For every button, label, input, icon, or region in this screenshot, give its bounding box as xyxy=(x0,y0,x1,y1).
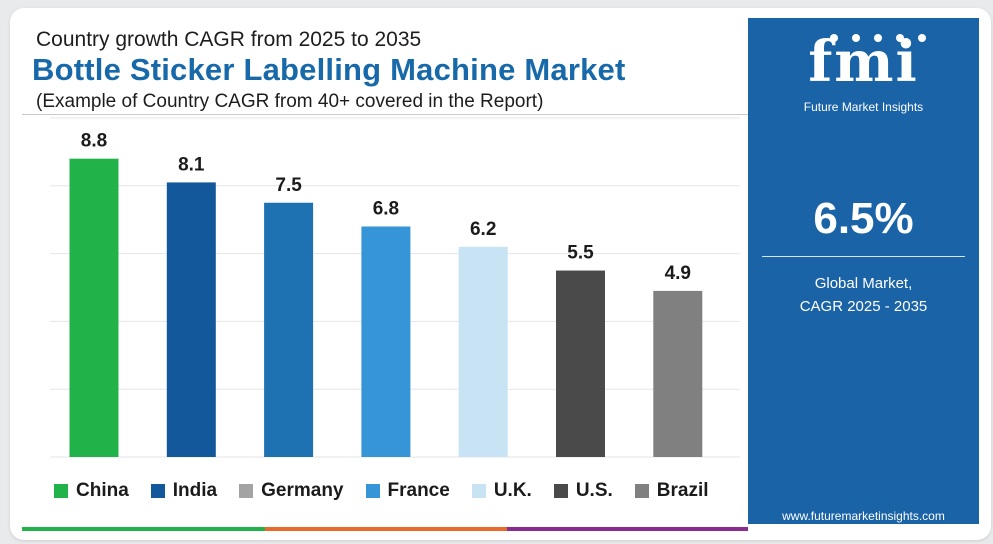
legend-label: France xyxy=(387,480,450,501)
bars xyxy=(69,158,703,457)
bar-chart: 8.8 8.1 7.5 6.8 6.2 5.5 4.9 xyxy=(50,117,740,458)
legend-label: Germany xyxy=(261,480,344,501)
global-cagr-label: Global Market, CAGR 2025 - 2035 xyxy=(748,272,979,318)
bar-brazil xyxy=(653,290,703,457)
chart-subtitle: Country growth CAGR from 2025 to 2035 xyxy=(36,28,422,51)
summary-panel: fmi Future Market Insights 6.5% Global M… xyxy=(748,18,979,524)
legend-swatch xyxy=(471,484,486,498)
legend-item: Brazil xyxy=(634,480,709,502)
report-card: Country growth CAGR from 2025 to 2035 Bo… xyxy=(10,8,991,540)
legend-item: Germany xyxy=(239,480,344,502)
kpi-label-line2: CAGR 2025 - 2035 xyxy=(799,298,928,315)
logo-tagline: Future Market Insights xyxy=(803,100,924,114)
legend-label: Brazil xyxy=(656,480,709,501)
legend-item: U.S. xyxy=(553,480,613,502)
value-label: 4.9 xyxy=(665,263,691,284)
legend-label: U.S. xyxy=(575,480,613,501)
legend-swatch xyxy=(150,484,165,498)
bar-us xyxy=(556,270,605,457)
chart-title: Bottle Sticker Labelling Machine Market xyxy=(32,52,626,87)
legend-swatch xyxy=(634,484,649,498)
kpi-label-line1: Global Market, xyxy=(814,275,913,292)
legend-swatch xyxy=(239,484,254,498)
bar-france xyxy=(361,226,411,457)
header-divider xyxy=(22,114,748,115)
fmi-logo: fmi xyxy=(808,29,919,95)
legend-item: France xyxy=(365,480,450,502)
value-label: 6.8 xyxy=(373,198,399,219)
stripe-green xyxy=(22,527,265,531)
legend-item: India xyxy=(150,480,218,502)
logo-icons xyxy=(830,34,926,42)
bar-uk xyxy=(458,246,508,457)
value-label: 6.2 xyxy=(470,219,496,240)
legend-item: China xyxy=(54,480,129,502)
value-label: 8.8 xyxy=(81,131,107,152)
legend-swatch xyxy=(54,484,68,498)
bar-germany xyxy=(264,202,314,457)
value-label: 8.1 xyxy=(178,154,205,175)
stripe-orange xyxy=(265,527,507,531)
legend-item: U.K. xyxy=(471,480,532,502)
chart-note: (Example of Country CAGR from 40+ covere… xyxy=(36,91,544,112)
bar-india xyxy=(166,182,216,457)
legend-label: China xyxy=(76,480,129,501)
value-label: 5.5 xyxy=(567,243,594,264)
legend-label: U.K. xyxy=(493,480,532,501)
legend-label: India xyxy=(172,480,218,501)
value-labels: 8.8 8.1 7.5 6.8 6.2 5.5 4.9 xyxy=(81,131,691,284)
website-link[interactable]: www.futuremarketinsights.com xyxy=(782,509,945,523)
legend-swatch xyxy=(365,484,380,498)
bar-china xyxy=(69,158,119,457)
kpi-divider xyxy=(762,256,965,257)
value-label: 7.5 xyxy=(275,175,302,196)
legend-swatch xyxy=(553,484,568,498)
global-cagr-value: 6.5% xyxy=(813,194,914,243)
chart-legend: China India Germany France U.K. U.S. Brazil xyxy=(54,480,731,502)
stripe-purple xyxy=(507,527,748,531)
